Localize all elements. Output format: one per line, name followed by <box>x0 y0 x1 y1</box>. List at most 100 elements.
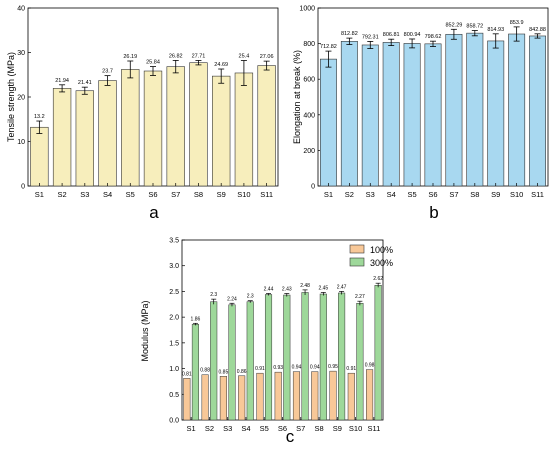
chart-a-xtick-label: S4 <box>103 190 112 199</box>
chart-b-data-label: 806.81 <box>383 32 400 38</box>
chart-c-xtick-label: S8 <box>314 424 323 433</box>
chart-c-data-label: 2.3 <box>210 292 217 298</box>
chart-a-xtick-label: S7 <box>171 190 180 199</box>
chart-b-xtick-label: S7 <box>449 190 458 199</box>
chart-c-data-label: 2.3 <box>247 294 254 300</box>
chart-b-ytick-label: 600 <box>303 77 315 84</box>
chart-b-bar <box>382 42 400 187</box>
chart-a-xtick-label: S6 <box>148 190 157 199</box>
chart-c-bar-300 <box>228 304 236 421</box>
chart-c-data-label: 1.86 <box>191 316 201 322</box>
chart-c-xtick-label: S11 <box>367 424 380 433</box>
chart-c-bar-100 <box>183 378 191 421</box>
chart-a-data-label: 27.06 <box>260 54 274 60</box>
chart-b-data-label: 852.29 <box>445 22 462 28</box>
chart-c-ytick-label: 0.5 <box>169 392 179 399</box>
chart-a-bar <box>166 66 185 187</box>
chart-c-bar-300 <box>338 292 346 421</box>
chart-c-data-label: 0.93 <box>273 365 283 371</box>
legend-label-300: 300% <box>370 258 393 268</box>
chart-c-xtick-label: S6 <box>278 424 287 433</box>
chart-b-bar <box>403 43 421 187</box>
chart-c-panel-label: c <box>286 427 295 446</box>
chart-c-data-label: 0.81 <box>182 371 192 377</box>
chart-c-bar-100 <box>201 374 209 421</box>
chart-a-ytick-label: 30 <box>17 50 25 57</box>
chart-c-legend: 100% 300% <box>349 244 393 268</box>
chart-a-bar <box>234 72 254 187</box>
chart-a-xtick-label: S10 <box>237 190 250 199</box>
chart-c-data-label: 2.27 <box>355 294 365 300</box>
chart-c-data-label: 0.94 <box>292 365 302 371</box>
chart-c-bar-100 <box>292 371 301 421</box>
chart-c-data-label: 2.47 <box>337 284 347 290</box>
chart-c-ytick-label: 0.0 <box>169 418 179 425</box>
chart-c-xtick-label: S2 <box>205 424 214 433</box>
chart-b-data-label: 812.82 <box>341 31 358 37</box>
chart-c-data-label: 0.94 <box>310 365 320 371</box>
chart-b-xtick-label: S10 <box>510 190 523 199</box>
chart-c-data-label: 0.98 <box>365 363 375 369</box>
chart-b-ytick-label: 400 <box>303 112 315 119</box>
chart-c-xtick-label: S9 <box>333 424 342 433</box>
legend-swatch-100 <box>349 244 365 254</box>
chart-c-bar-300 <box>246 301 254 421</box>
chart-a-data-label: 27.71 <box>192 53 206 59</box>
chart-c-xtick-label: S7 <box>296 424 305 433</box>
chart-c-bar-300 <box>264 294 273 421</box>
chart-b-bar <box>424 43 442 187</box>
chart-c-bar-100 <box>219 376 227 421</box>
legend-label-100: 100% <box>370 245 393 255</box>
chart-b-ytick-label: 1000 <box>299 6 315 13</box>
chart-c-bar-100 <box>274 371 282 421</box>
chart-c-bar-300 <box>191 324 199 421</box>
chart-a-bar <box>212 75 231 187</box>
chart-a-ytick-label: 0 <box>21 184 25 191</box>
chart-c-data-label: 2.24 <box>227 296 237 302</box>
chart-c-bar-300 <box>356 303 364 421</box>
chart-a-panel-label: a <box>149 203 159 222</box>
chart-a-xtick-label: S8 <box>194 190 203 199</box>
chart-a-xtick-label: S3 <box>80 190 89 199</box>
chart-a-data-label: 25.84 <box>146 60 160 66</box>
chart-b-data-label: 712.82 <box>320 44 337 50</box>
chart-b-xtick-label: S4 <box>387 190 396 199</box>
chart-c-ytick-label: 2.0 <box>169 315 179 322</box>
chart-b-ytick-label: 0 <box>311 184 315 191</box>
chart-c-ytick-label: 3.5 <box>169 238 179 245</box>
chart-c-xtick-label: S1 <box>187 424 196 433</box>
chart-c-xtick-label: S5 <box>260 424 269 433</box>
chart-c-data-label: 2.44 <box>264 286 274 292</box>
chart-c-ytick-label: 3.0 <box>169 263 179 270</box>
chart-c-bar-100 <box>366 369 374 421</box>
chart-b-panel-label: b <box>429 203 438 222</box>
chart-a-data-label: 21.94 <box>55 78 69 84</box>
chart-c-bar-300 <box>210 301 218 421</box>
chart-a-xtick-label: S9 <box>217 190 226 199</box>
chart-a-bar <box>75 90 94 187</box>
chart-c-data-label: 0.91 <box>346 366 356 372</box>
chart-a-xtick-label: S11 <box>260 190 273 199</box>
chart-b-bar <box>508 33 526 187</box>
chart-a-bar <box>98 80 117 187</box>
chart-c-bar-100 <box>238 375 246 421</box>
chart-b-xtick-label: S8 <box>470 190 479 199</box>
chart-a-data-label: 23.7 <box>102 69 113 75</box>
chart-c-bar-300 <box>301 292 309 421</box>
chart-b-bar <box>319 58 337 187</box>
chart-a-bar <box>189 62 208 187</box>
chart-c-xtick-label: S4 <box>241 424 250 433</box>
chart-a-bar <box>121 69 140 187</box>
chart-a-xtick-label: S2 <box>57 190 66 199</box>
chart-b-bar <box>445 33 463 187</box>
chart-c-bar-300 <box>283 294 291 421</box>
chart-c-bar-100 <box>311 371 319 421</box>
chart-b-xtick-label: S11 <box>531 190 544 199</box>
chart-b-xtick-label: S2 <box>345 190 354 199</box>
chart-a-bar <box>52 88 72 187</box>
legend-swatch-300 <box>349 257 365 267</box>
chart-a-ytick-label: 20 <box>17 95 25 102</box>
chart-b-bar <box>340 41 358 187</box>
chart-b-xtick-label: S6 <box>428 190 437 199</box>
